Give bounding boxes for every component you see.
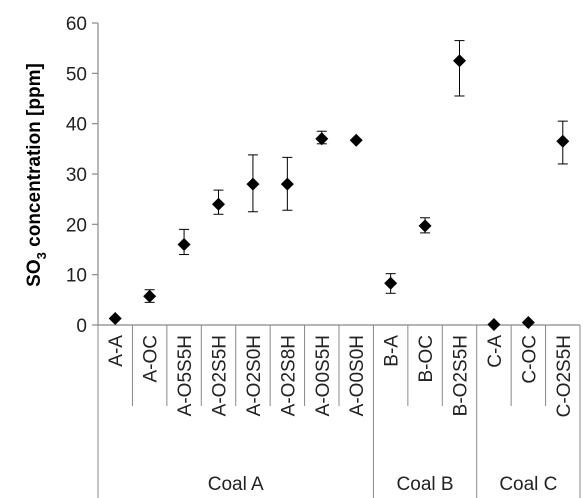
y-tick-label: 20 — [66, 215, 87, 236]
category-label: A-O0S0H — [347, 335, 368, 416]
category-label: A-O2S0H — [244, 335, 265, 416]
category-axis: A-A A-OC A-O5S5H A-O2S5H A-O2S0H A-O2S8H A-O0S… — [97, 325, 581, 498]
data-point — [418, 219, 432, 233]
category-label: A-OC — [141, 335, 162, 383]
data-point — [521, 315, 535, 329]
data-point — [349, 133, 363, 147]
data-point — [177, 237, 191, 251]
category-label: A-O2S8H — [278, 335, 299, 416]
data-point — [487, 317, 501, 331]
category-label: C-O2S5H — [554, 335, 575, 417]
data-point — [280, 177, 294, 191]
category-label: B-OC — [416, 335, 437, 383]
y-tick-label: 50 — [66, 64, 87, 85]
y-axis-title: SO3 concentration [ppm] — [24, 63, 49, 287]
y-tick-label: 10 — [66, 266, 87, 287]
group-label: Coal C — [499, 474, 557, 495]
axis-layer: 0 10 20 30 40 50 60 — [66, 14, 580, 337]
category-label: A-O2S5H — [210, 335, 231, 416]
data-point — [556, 134, 570, 148]
y-tick-label: 30 — [66, 165, 87, 186]
category-label: C-OC — [519, 335, 540, 384]
data-point — [143, 289, 157, 303]
y-tick-label: 40 — [66, 115, 87, 136]
group-label: Coal A — [208, 474, 264, 495]
data-point — [384, 276, 398, 290]
category-label: A-A — [106, 335, 127, 367]
category-label: B-O2S5H — [451, 335, 472, 416]
category-label: C-A — [485, 335, 506, 368]
y-tick-label: 0 — [76, 316, 87, 337]
category-label: B-A — [382, 335, 403, 367]
data-point — [212, 197, 225, 211]
y-tick-label: 60 — [66, 14, 87, 35]
data-point — [108, 311, 122, 325]
category-label: A-O5S5H — [175, 335, 196, 416]
data-point — [453, 54, 466, 68]
data-point — [246, 177, 260, 191]
data-point — [315, 132, 329, 146]
group-label: Coal B — [397, 474, 454, 495]
category-label: A-O0S5H — [313, 335, 334, 416]
data-marks — [108, 40, 570, 331]
